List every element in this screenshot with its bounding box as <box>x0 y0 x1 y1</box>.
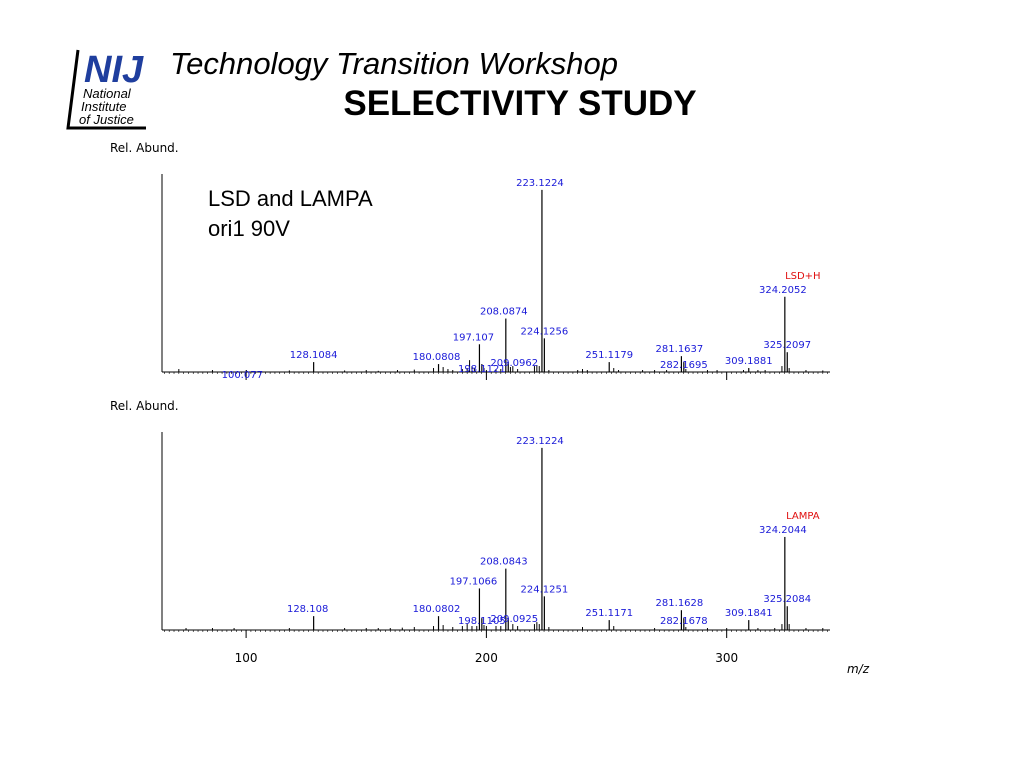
peak-label: 100.077 <box>222 370 263 381</box>
sample-annotation: LSD and LAMPA ori1 90V <box>208 184 373 244</box>
peak-label: 251.1171 <box>585 608 633 619</box>
nij-logo: NIJ National Institute of Justice <box>66 49 146 130</box>
workshop-title: Technology Transition Workshop <box>170 46 619 81</box>
logo-line3: of Justice <box>79 112 134 127</box>
x-axis-label: m/z <box>847 662 870 676</box>
peak-label: 197.1066 <box>450 576 498 587</box>
annotation-line2: ori1 90V <box>208 216 290 241</box>
peak-label: 180.0802 <box>413 604 461 615</box>
peak-label: 281.1637 <box>656 344 704 355</box>
peak-label: 223.1224 <box>516 178 564 189</box>
peak-label: 224.1251 <box>520 584 568 595</box>
peak-label: 198.1105 <box>458 616 506 627</box>
peak-label: 208.0874 <box>480 307 528 318</box>
peak-label: 324.2044 <box>759 525 807 536</box>
peak-label: 198.1121 <box>458 364 506 375</box>
peak-label: 325.2097 <box>763 340 811 351</box>
peak-label: 224.1256 <box>521 326 569 337</box>
peak-label: 309.1881 <box>725 356 773 367</box>
page-title: SELECTIVITY STUDY <box>343 84 697 123</box>
peak-label: 282.1695 <box>660 360 708 371</box>
x-tick-label: 100 <box>235 651 258 665</box>
peak-label: 325.2084 <box>763 594 811 605</box>
peak-label: 208.0843 <box>480 557 528 568</box>
annotation-line1: LSD and LAMPA <box>208 186 373 211</box>
peak-label: 324.2052 <box>759 285 807 296</box>
peak-label: 282.1678 <box>660 616 708 627</box>
compound-label: LAMPA <box>786 511 820 522</box>
peak-label: 223.1224 <box>516 436 564 447</box>
logo-line2: Institute <box>81 99 127 114</box>
logo-letters: NIJ <box>84 49 144 91</box>
peak-label: 209.0925 <box>490 614 538 625</box>
peak-label: 251.1179 <box>585 350 633 361</box>
y-axis-label: Rel. Abund. <box>110 399 179 413</box>
y-axis-label: Rel. Abund. <box>110 141 179 155</box>
peak-label: 128.108 <box>287 604 328 615</box>
compound-label: LSD+H <box>785 271 821 282</box>
peak-label: 281.1628 <box>656 598 704 609</box>
peak-label: 128.1084 <box>290 350 338 361</box>
peak-label: 180.0808 <box>413 352 461 363</box>
x-tick-label: 200 <box>475 651 498 665</box>
peak-label: 197.107 <box>453 332 494 343</box>
peak-label: 209.0962 <box>490 358 538 369</box>
logo-line1: National <box>83 86 132 101</box>
x-tick-label: 300 <box>715 651 738 665</box>
peak-label: 309.1841 <box>725 608 773 619</box>
